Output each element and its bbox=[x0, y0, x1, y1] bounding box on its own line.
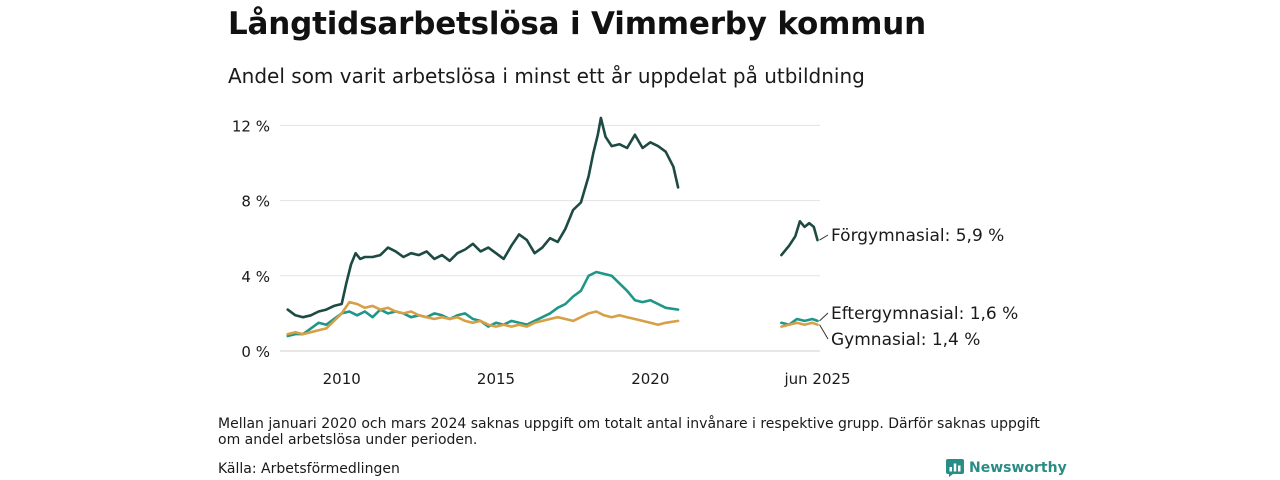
series-line-förgymnasial bbox=[780, 220, 819, 257]
y-axis-tick-labels: 0 % 4 % 8 % 12 % bbox=[232, 117, 270, 361]
label-leader-line bbox=[819, 312, 829, 322]
label-leader-line bbox=[819, 234, 829, 241]
x-tick-label: 2020 bbox=[631, 370, 669, 388]
chart-subtitle: Andel som varit arbetslösa i minst ett å… bbox=[228, 64, 865, 88]
chart-title: Långtidsarbetslösa i Vimmerby kommun bbox=[228, 6, 927, 42]
label-leader-line bbox=[819, 324, 829, 340]
series-lines bbox=[286, 116, 819, 338]
newsworthy-logo: Newsworthy bbox=[946, 458, 1067, 478]
series-end-label: Eftergymnasial: 1,6 % bbox=[831, 304, 1018, 324]
chart-footnote: Mellan januari 2020 och mars 2024 saknas… bbox=[218, 416, 1040, 448]
newsworthy-logo-icon bbox=[946, 459, 964, 477]
series-line-gymnasial bbox=[286, 300, 680, 336]
y-tick-label: 12 % bbox=[232, 117, 270, 135]
line-chart: 0 % 4 % 8 % 12 % 2010 2015 2020 jun 2025 Förgy… bbox=[232, 116, 1018, 388]
y-tick-label: 0 % bbox=[241, 343, 270, 361]
grid-lines bbox=[280, 124, 820, 352]
series-end-label: Förgymnasial: 5,9 % bbox=[831, 226, 1004, 246]
series-end-labels: Förgymnasial: 5,9 % Eftergymnasial: 1,6 %… bbox=[819, 226, 1018, 350]
chart-source: Källa: Arbetsförmedlingen bbox=[218, 461, 400, 477]
newsworthy-logo-text: Newsworthy bbox=[969, 460, 1067, 476]
x-axis-tick-labels: 2010 2015 2020 jun 2025 bbox=[323, 370, 851, 388]
y-tick-label: 4 % bbox=[241, 268, 270, 286]
x-tick-label: 2015 bbox=[477, 370, 515, 388]
series-line-förgymnasial bbox=[286, 116, 680, 319]
y-tick-label: 8 % bbox=[241, 193, 270, 211]
x-tick-label: jun 2025 bbox=[783, 370, 850, 388]
x-tick-label: 2010 bbox=[323, 370, 361, 388]
series-line-gymnasial bbox=[780, 321, 819, 328]
series-end-label: Gymnasial: 1,4 % bbox=[831, 330, 980, 350]
